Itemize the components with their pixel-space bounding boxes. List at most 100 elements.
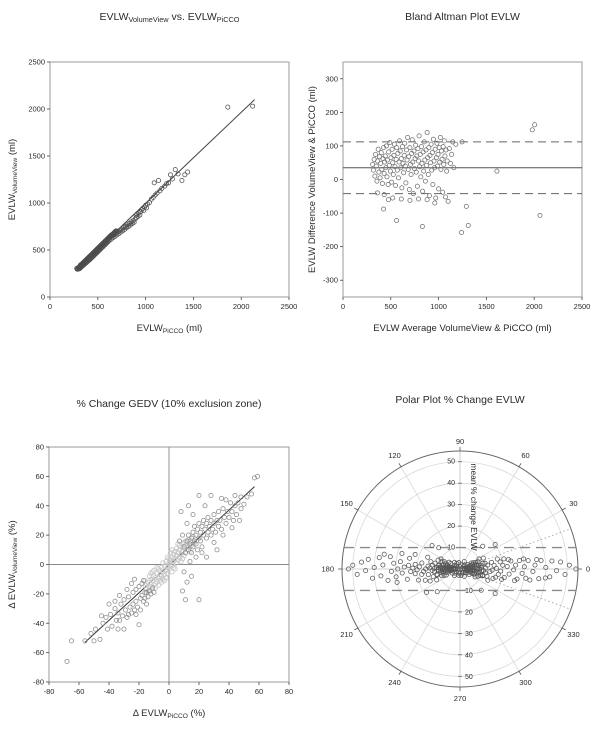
svg-text:180: 180: [321, 565, 334, 574]
svg-text:-40: -40: [33, 619, 44, 628]
svg-text:1500: 1500: [478, 302, 495, 311]
svg-text:2500: 2500: [28, 58, 45, 67]
svg-text:-20: -20: [33, 589, 44, 598]
svg-text:500: 500: [32, 246, 45, 255]
svg-text:1000: 1000: [430, 302, 447, 311]
svg-text:40: 40: [447, 480, 455, 487]
panel-bland-altman: 0 500 1000 1500 2000 2500 -300 -200 -100 0 100 200 3…: [300, 0, 600, 370]
svg-text:0: 0: [40, 560, 44, 569]
axis-ticks: [46, 446, 290, 685]
svg-text:150: 150: [340, 499, 353, 508]
scatter-points-excluded: [142, 533, 198, 594]
scatter-points: [370, 122, 543, 236]
svg-text:60: 60: [36, 472, 44, 481]
tick-labels: -80 -60 -40 -20 0 20 40 60 80 -80 -60 -40 -20 0 20 40 60…: [33, 443, 293, 697]
panel-pct-change: -80 -60 -40 -20 0 20 40 60 80 -80 -60 -40 -20 0 20 40 60…: [0, 370, 300, 739]
svg-text:-200: -200: [323, 242, 338, 251]
chart-svg-polar_evlw: 0 30 60 90 120 150 180 210 240 270 300 330 10 10 20 20 3…: [321, 394, 590, 703]
chart-svg-scatter_evlw: 0 500 1000 1500 2000 2500 0 500 1000 1500 2000 2500…: [7, 11, 298, 335]
x-axis-label: Δ EVLWPiCCO (%): [133, 708, 206, 720]
chart-title: Bland Altman Plot EVLW: [405, 11, 520, 23]
panel-evlw-scatter: 0 500 1000 1500 2000 2500 0 500 1000 1500 2000 2500…: [0, 0, 300, 370]
chart-title: Polar Plot % Change EVLW: [395, 394, 524, 406]
svg-text:2500: 2500: [574, 302, 591, 311]
chart-title: % Change GEDV (10% exclusion zone): [76, 398, 261, 410]
svg-text:30: 30: [465, 631, 473, 638]
svg-text:210: 210: [340, 630, 353, 639]
svg-text:50: 50: [465, 674, 473, 681]
axis-ticks: [340, 78, 583, 300]
tick-labels: 0 500 1000 1500 2000 2500 -300 -200 -100 0 100 200 3…: [323, 74, 590, 311]
x-axis-label: EVLWPiCCO (ml): [137, 323, 203, 335]
radial-axis-label: mean % change EVLW: [469, 463, 479, 550]
svg-text:80: 80: [36, 443, 44, 452]
svg-text:240: 240: [388, 678, 401, 687]
svg-text:2500: 2500: [281, 302, 298, 311]
svg-text:30: 30: [569, 499, 577, 508]
scatter-points: [64, 473, 260, 664]
svg-text:500: 500: [92, 302, 105, 311]
svg-text:1000: 1000: [28, 199, 45, 208]
angle-labels: 0 30 60 90 120 150 180 210 240 270 300 330: [321, 437, 590, 703]
svg-text:50: 50: [447, 459, 455, 466]
svg-text:2000: 2000: [526, 302, 543, 311]
svg-text:200: 200: [325, 108, 338, 117]
svg-text:40: 40: [465, 652, 473, 659]
svg-text:60: 60: [521, 451, 529, 460]
scatter-points: [74, 103, 256, 272]
svg-text:300: 300: [325, 74, 338, 83]
svg-text:-100: -100: [323, 209, 338, 218]
svg-text:1500: 1500: [185, 302, 202, 311]
svg-text:-300: -300: [323, 276, 338, 285]
x-axis-label: EVLW Average VolumeView & PiCCO (ml): [373, 323, 551, 334]
svg-text:-80: -80: [33, 678, 44, 687]
reference-lines: [343, 141, 582, 195]
svg-text:80: 80: [285, 687, 293, 696]
limit-lines: [343, 546, 577, 592]
svg-text:1500: 1500: [28, 152, 45, 161]
svg-text:20: 20: [36, 531, 44, 540]
svg-text:-20: -20: [134, 687, 145, 696]
svg-text:20: 20: [195, 687, 203, 696]
svg-text:30: 30: [447, 502, 455, 509]
svg-text:-60: -60: [33, 648, 44, 657]
y-axis-label: EVLW Difference VolumeView & PiCCO (ml): [307, 86, 318, 273]
svg-text:120: 120: [388, 451, 401, 460]
svg-text:40: 40: [225, 687, 233, 696]
svg-text:500: 500: [385, 302, 398, 311]
radial-tick-labels: 10 10 20 20 30 30 40 40 50 50: [447, 459, 473, 681]
svg-text:0: 0: [341, 302, 345, 311]
chart-svg-pct_change: -80 -60 -40 -20 0 20 40 60 80 -80 -60 -40 -20 0 20 40 60…: [7, 398, 293, 720]
svg-text:-40: -40: [104, 687, 115, 696]
svg-text:0: 0: [167, 687, 171, 696]
svg-text:20: 20: [447, 523, 455, 530]
chart-title: EVLWVolumeView vs. EVLWPiCCO: [100, 11, 240, 24]
chart-svg-bland_altman: 0 500 1000 1500 2000 2500 -300 -200 -100 0 100 200 3…: [307, 11, 590, 334]
svg-text:100: 100: [325, 141, 338, 150]
svg-text:40: 40: [36, 501, 44, 510]
svg-text:270: 270: [454, 694, 467, 703]
svg-text:90: 90: [456, 437, 464, 446]
svg-text:60: 60: [255, 687, 263, 696]
polar-points: [345, 541, 579, 597]
svg-text:-60: -60: [74, 687, 85, 696]
svg-text:10: 10: [447, 545, 455, 552]
svg-text:300: 300: [519, 678, 532, 687]
svg-text:0: 0: [334, 175, 338, 184]
svg-text:20: 20: [465, 609, 473, 616]
svg-text:0: 0: [586, 565, 590, 574]
y-axis-label: Δ EVLWVolumeView (%): [7, 520, 19, 608]
svg-text:1000: 1000: [137, 302, 154, 311]
axis-ticks: [47, 61, 290, 300]
svg-text:-80: -80: [44, 687, 55, 696]
angle-ticks: [338, 447, 582, 691]
svg-text:0: 0: [48, 302, 52, 311]
plot-frame: [49, 61, 290, 298]
panel-polar-plot: 0 30 60 90 120 150 180 210 240 270 300 330 10 10 20 20 3…: [300, 370, 600, 739]
svg-text:330: 330: [567, 630, 580, 639]
svg-text:2000: 2000: [28, 105, 45, 114]
svg-text:10: 10: [465, 588, 473, 595]
svg-text:2000: 2000: [233, 302, 250, 311]
svg-text:0: 0: [41, 293, 45, 302]
